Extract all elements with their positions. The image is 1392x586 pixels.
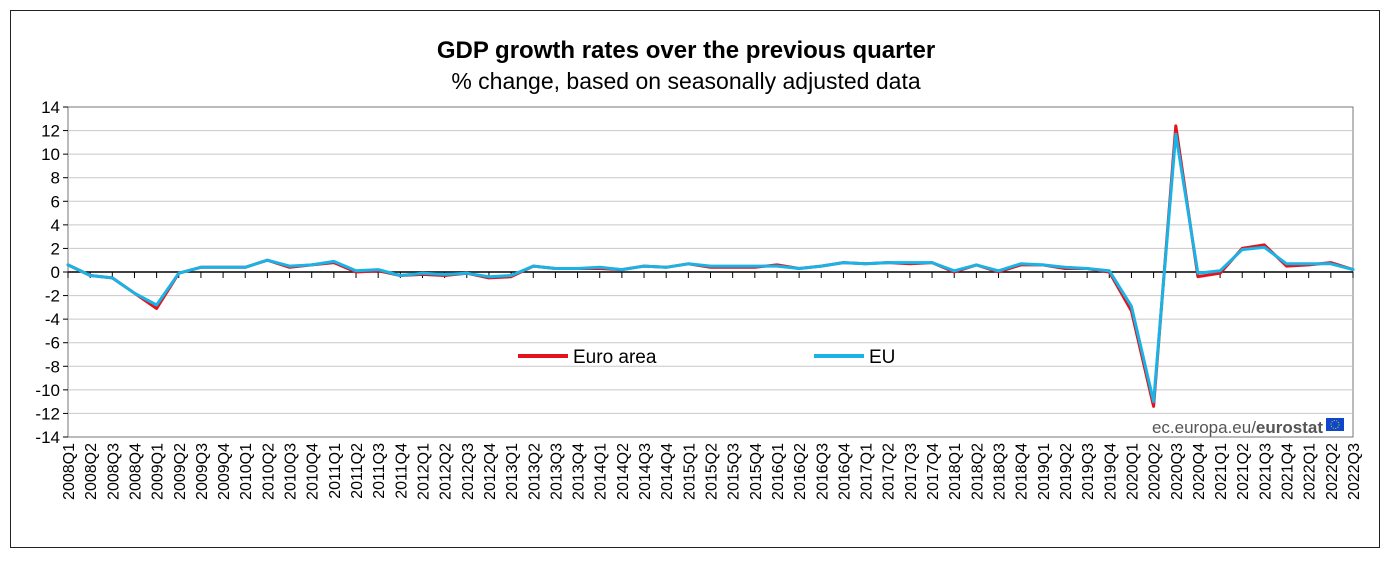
x-tick-label: 2020Q2 [1147,443,1164,500]
x-tick-label: 2016Q2 [792,443,809,500]
x-axis: 2008Q1 2008Q2 2008Q3 2008Q4 2009Q1 2009Q2 2009… [61,271,1363,500]
source-text: ec.europa.eu/eurostat [1152,418,1323,437]
eu-stars-icon [1330,420,1340,429]
x-tick-label: 2020Q4 [1191,443,1208,500]
x-tick-label: 2013Q1 [504,443,521,500]
series-line-eu [66,132,1355,404]
x-tick-label: 2018Q4 [1014,443,1031,500]
x-tick-label: 2008Q3 [105,443,122,500]
source-brand: eurostat [1256,418,1323,437]
x-tick-label: 2011Q3 [371,443,388,499]
x-tick-label: 2016Q3 [814,443,831,500]
x-tick-label: 2016Q4 [836,443,853,500]
x-tick-label: 2010Q2 [260,443,277,500]
legend-label: Euro area [573,347,657,368]
chart-subtitle: % change, based on seasonally adjusted d… [451,68,920,94]
eu-flag-icon [1326,418,1344,431]
x-tick-label: 2012Q3 [460,443,477,500]
x-tick-label: 2017Q2 [881,443,898,500]
x-tick-label: 2017Q4 [925,443,942,500]
chart-title: GDP growth rates over the previous quart… [437,37,935,64]
y-tick-label: 6 [51,192,60,211]
x-tick-label: 2010Q3 [283,443,300,500]
source-credit: ec.europa.eu/eurostat [1152,418,1344,437]
x-tick-label: 2016Q1 [770,443,787,500]
x-tick-label: 2021Q1 [1213,443,1230,500]
x-tick-label: 2015Q2 [704,443,721,500]
x-tick-label: 2017Q3 [903,443,920,500]
x-tick-label: 2019Q4 [1102,443,1119,500]
y-tick-label: -14 [35,428,60,447]
x-tick-label: 2014Q2 [615,443,632,500]
x-tick-label: 2019Q2 [1058,443,1075,500]
y-tick-label: 2 [51,239,60,258]
y-tick-label: -12 [35,404,60,423]
x-tick-label: 2022Q1 [1302,443,1319,500]
x-tick-label: 2014Q1 [593,443,610,500]
x-tick-label: 2018Q2 [969,443,986,500]
series-lines [66,124,1355,408]
y-tick-label: -2 [45,287,60,306]
x-tick-label: 2021Q2 [1235,443,1252,500]
x-tick-label: 2011Q1 [327,443,344,499]
x-tick-label: 2020Q1 [1124,443,1141,500]
x-tick-label: 2022Q3 [1346,443,1363,500]
gridlines [68,130,1353,414]
x-tick-label: 2010Q4 [305,443,322,500]
x-tick-label: 2009Q4 [216,443,233,500]
y-tick-label: -8 [45,357,60,376]
legend: Euro area EU [518,347,895,368]
x-tick-label: 2019Q3 [1080,443,1097,500]
x-tick-label: 2018Q3 [992,443,1009,500]
chart-frame: GDP growth rates over the previous quart… [10,10,1380,548]
x-tick-label: 2022Q2 [1324,443,1341,500]
y-tick-label: 0 [51,263,60,282]
x-tick-label: 2012Q4 [482,443,499,500]
y-tick-label: -10 [35,381,60,400]
x-tick-label: 2009Q3 [194,443,211,500]
x-tick-label: 2008Q4 [127,443,144,500]
x-tick-label: 2008Q1 [61,443,78,500]
x-tick-label: 2013Q4 [571,443,588,500]
y-tick-label: 8 [51,169,60,188]
x-tick-label: 2019Q1 [1036,443,1053,500]
x-tick-label: 2012Q1 [415,443,432,500]
y-tick-label: -4 [45,310,60,329]
y-axis: 14 12 10 8 6 4 2 0 -2 -4 -6 -8 -10 -12 -14 [35,98,68,447]
x-tick-label: 2011Q4 [393,443,410,499]
x-tick-label: 2017Q1 [859,443,876,500]
x-tick-label: 2009Q1 [150,443,167,500]
y-tick-label: 14 [41,98,60,117]
x-tick-label: 2012Q2 [438,443,455,500]
x-tick-label: 2021Q3 [1257,443,1274,500]
y-tick-label: 4 [51,216,60,235]
x-tick-label: 2021Q4 [1280,443,1297,500]
y-tick-label: -6 [45,334,60,353]
x-tick-label: 2011Q2 [349,443,366,499]
x-tick-label: 2013Q2 [526,443,543,500]
x-tick-label: 2013Q3 [548,443,565,500]
y-tick-label: 10 [41,145,60,164]
x-tick-label: 2018Q1 [947,443,964,500]
x-tick-label: 2010Q1 [238,443,255,500]
x-tick-label: 2015Q3 [726,443,743,500]
x-tick-label: 2014Q3 [637,443,654,500]
x-tick-label: 2008Q2 [83,443,100,500]
x-tick-label: 2015Q1 [681,443,698,500]
x-tick-label: 2014Q4 [659,443,676,500]
y-tick-label: 12 [41,122,60,141]
legend-label: EU [869,347,895,368]
gdp-growth-chart: GDP growth rates over the previous quart… [35,37,1363,500]
x-tick-label: 2009Q2 [172,443,189,500]
x-tick-label: 2015Q4 [748,443,765,500]
x-tick-label: 2020Q3 [1169,443,1186,500]
source-domain: ec.europa.eu/ [1152,418,1256,437]
